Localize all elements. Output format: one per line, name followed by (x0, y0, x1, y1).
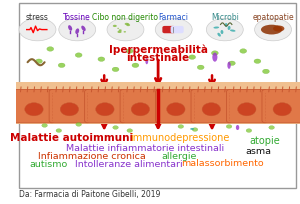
Ellipse shape (214, 27, 219, 29)
Ellipse shape (273, 26, 284, 32)
Text: asma: asma (246, 147, 272, 156)
Ellipse shape (178, 125, 184, 128)
Ellipse shape (155, 18, 192, 41)
Ellipse shape (197, 65, 204, 70)
Text: malassorbimento: malassorbimento (181, 159, 263, 168)
Text: stress: stress (26, 13, 49, 22)
Ellipse shape (118, 31, 122, 33)
Ellipse shape (75, 53, 82, 57)
FancyBboxPatch shape (171, 26, 184, 33)
Text: immunodepressione: immunodepressione (130, 133, 229, 143)
Ellipse shape (226, 125, 232, 128)
Ellipse shape (112, 67, 119, 72)
Ellipse shape (96, 103, 114, 116)
Ellipse shape (255, 18, 292, 41)
Ellipse shape (202, 103, 220, 116)
Ellipse shape (132, 63, 139, 68)
Ellipse shape (230, 30, 236, 32)
Ellipse shape (212, 52, 217, 62)
Ellipse shape (246, 129, 252, 132)
Text: epatopatie: epatopatie (252, 13, 294, 22)
FancyBboxPatch shape (156, 90, 197, 123)
FancyBboxPatch shape (191, 90, 232, 123)
Ellipse shape (125, 23, 129, 25)
Text: Microbi: Microbi (211, 13, 239, 22)
Text: intestinale: intestinale (127, 53, 190, 63)
Text: Tossine: Tossine (63, 13, 91, 22)
Text: Cibo non digerito: Cibo non digerito (92, 13, 158, 22)
Ellipse shape (189, 55, 196, 59)
Ellipse shape (25, 103, 43, 116)
Ellipse shape (47, 47, 54, 51)
FancyBboxPatch shape (19, 3, 296, 188)
Ellipse shape (118, 29, 122, 31)
FancyBboxPatch shape (226, 90, 267, 123)
Ellipse shape (229, 61, 235, 65)
Ellipse shape (68, 25, 72, 31)
Text: Malattie autoimmuni: Malattie autoimmuni (10, 133, 133, 143)
Ellipse shape (261, 25, 282, 34)
Ellipse shape (107, 18, 144, 41)
Ellipse shape (58, 63, 65, 68)
Ellipse shape (113, 126, 118, 129)
Ellipse shape (192, 128, 198, 131)
Text: atopie: atopie (249, 136, 280, 146)
Ellipse shape (81, 26, 86, 31)
Text: Iperpermeabilità: Iperpermeabilità (109, 45, 208, 55)
Ellipse shape (117, 28, 119, 29)
Ellipse shape (225, 23, 228, 27)
Ellipse shape (124, 31, 126, 33)
Ellipse shape (127, 23, 129, 25)
FancyBboxPatch shape (120, 90, 161, 123)
FancyBboxPatch shape (262, 90, 300, 123)
FancyBboxPatch shape (16, 82, 300, 124)
Ellipse shape (212, 51, 218, 55)
Text: Farmaci: Farmaci (159, 13, 189, 22)
Text: Da: Farmacia di Paitone Gibelli, 2019: Da: Farmacia di Paitone Gibelli, 2019 (19, 190, 160, 199)
Ellipse shape (269, 126, 274, 129)
Ellipse shape (254, 59, 261, 63)
Ellipse shape (35, 59, 42, 63)
Ellipse shape (240, 49, 247, 53)
Ellipse shape (59, 18, 96, 41)
Ellipse shape (113, 25, 117, 27)
Ellipse shape (236, 125, 239, 130)
Ellipse shape (126, 49, 133, 53)
Ellipse shape (238, 103, 256, 116)
Text: Intolleranze alimentari: Intolleranze alimentari (74, 160, 182, 169)
Ellipse shape (167, 103, 185, 116)
Ellipse shape (227, 62, 231, 69)
Ellipse shape (42, 124, 47, 127)
Text: autismo: autismo (30, 160, 68, 169)
FancyBboxPatch shape (14, 90, 55, 123)
FancyBboxPatch shape (49, 90, 90, 123)
Ellipse shape (60, 103, 79, 116)
Text: Infiammazione cronica: Infiammazione cronica (38, 152, 145, 161)
Ellipse shape (190, 128, 194, 130)
Text: allergie: allergie (162, 152, 197, 161)
Ellipse shape (218, 33, 221, 37)
Ellipse shape (273, 103, 292, 116)
Ellipse shape (76, 123, 82, 126)
Ellipse shape (98, 57, 105, 61)
Ellipse shape (75, 28, 79, 34)
Ellipse shape (206, 18, 243, 41)
Ellipse shape (126, 24, 130, 26)
Ellipse shape (56, 129, 62, 132)
Ellipse shape (220, 30, 224, 34)
FancyBboxPatch shape (162, 26, 176, 33)
Ellipse shape (131, 103, 150, 116)
Ellipse shape (262, 69, 269, 74)
Ellipse shape (228, 26, 230, 30)
Ellipse shape (19, 18, 56, 41)
Ellipse shape (145, 58, 148, 64)
Text: Malattie infiammatorie intestinali: Malattie infiammatorie intestinali (66, 144, 224, 153)
Ellipse shape (127, 129, 133, 132)
FancyBboxPatch shape (85, 90, 125, 123)
